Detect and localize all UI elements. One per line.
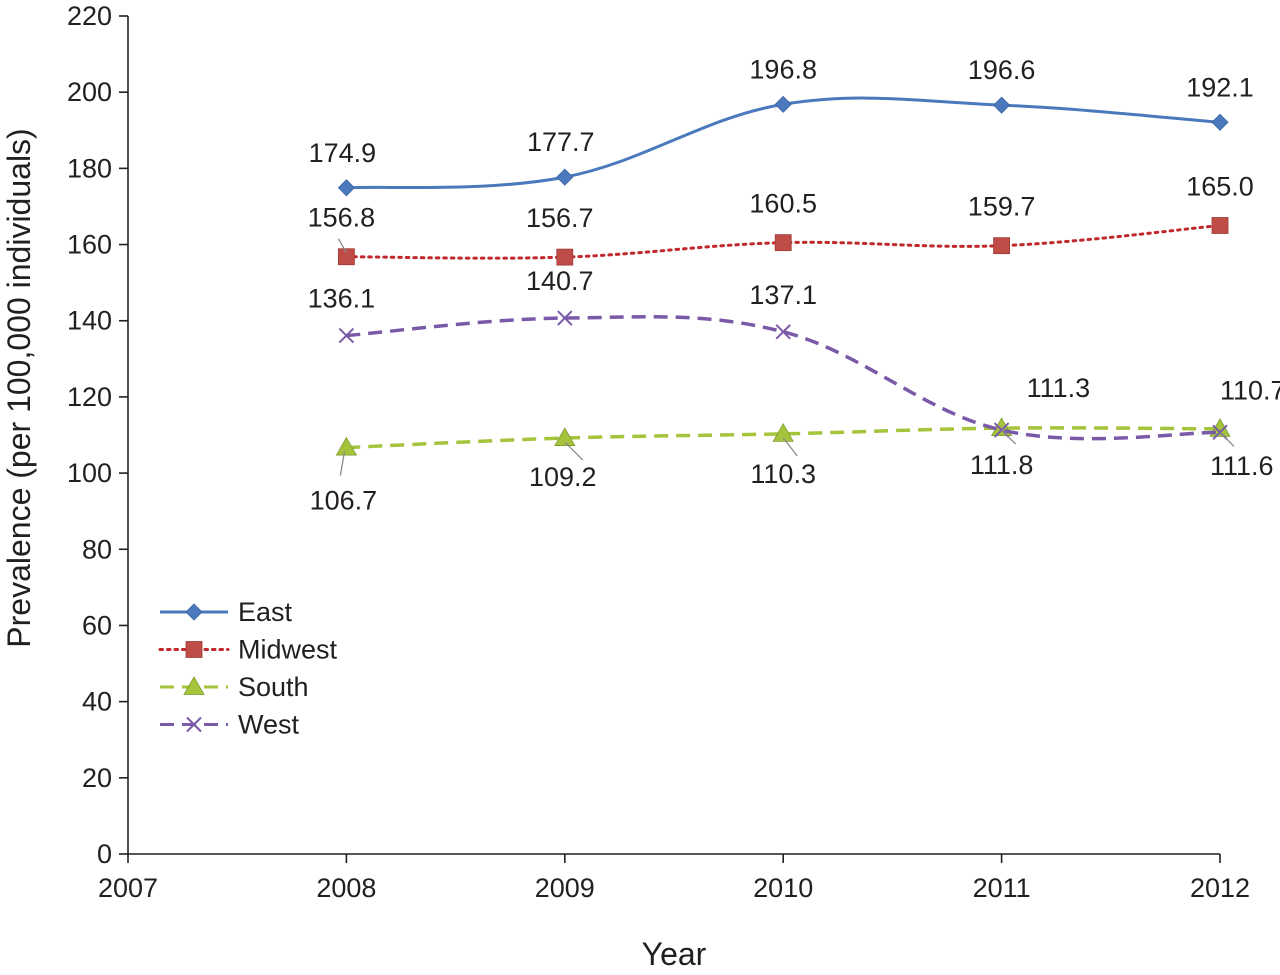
data-point-south	[772, 423, 794, 442]
data-label-midwest: 159.7	[968, 192, 1036, 222]
data-label-midwest: 156.8	[308, 203, 376, 233]
data-labels-group: 174.9 177.7 196.8 196.6 192.1 156.8 156.7 160.5…	[308, 54, 1280, 515]
x-tick-label: 2012	[1190, 873, 1250, 903]
data-label-south: 106.7	[310, 486, 378, 516]
x-tick-label: 2008	[316, 873, 376, 903]
data-label-west: 136.1	[308, 284, 376, 314]
legend-item-east: East	[160, 597, 293, 627]
marker-x-stroke	[775, 324, 791, 340]
data-point-west	[775, 324, 791, 340]
data-point-midwest	[993, 237, 1010, 255]
y-tick-label: 60	[82, 610, 112, 640]
y-tick-label: 200	[67, 77, 112, 107]
series-line-south	[346, 426, 1221, 450]
series-south	[335, 417, 1231, 456]
legend-item-south: South	[160, 672, 309, 702]
legend-item-midwest: Midwest	[158, 635, 338, 665]
leader-line	[564, 441, 584, 461]
series-group	[335, 95, 1231, 456]
legend-marker	[185, 641, 203, 658]
axes-group: 0 20 40 60 80 100 120 140 160 180 200 220 2007 2008 20…	[67, 1, 1250, 903]
data-label-east: 196.6	[968, 55, 1036, 85]
legend-marker	[186, 716, 202, 733]
data-label-midwest: 156.7	[526, 203, 594, 233]
leader-line	[337, 238, 347, 254]
y-tick-label: 140	[67, 306, 112, 336]
legend-label: South	[238, 672, 309, 702]
leader-line	[782, 437, 798, 457]
marker-x-stroke	[557, 310, 573, 326]
y-tick-label: 40	[82, 687, 112, 717]
legend-label: West	[238, 710, 300, 740]
data-label-east: 196.8	[749, 54, 817, 84]
y-axis-title: Prevalence (per 100,000 individuals)	[1, 128, 37, 647]
legend-label: Midwest	[238, 635, 338, 665]
data-label-east: 192.1	[1186, 72, 1254, 102]
data-label-south: 109.2	[529, 462, 597, 492]
series-line-west	[346, 315, 1221, 441]
x-tick-label: 2010	[753, 873, 813, 903]
x-tick-label: 2011	[973, 873, 1031, 903]
data-point-south	[335, 436, 358, 456]
legend: East Midwest South West	[158, 597, 338, 740]
data-point-midwest	[1211, 217, 1229, 234]
y-tick-label: 160	[67, 230, 112, 260]
data-point-west	[338, 327, 355, 344]
series-midwest	[337, 217, 1229, 266]
series-east	[337, 95, 1229, 197]
data-point-east	[774, 95, 792, 113]
leader-line	[1001, 429, 1017, 445]
y-tick-label: 120	[67, 382, 112, 412]
data-label-west: 111.3	[1027, 373, 1091, 403]
data-point-south	[554, 427, 576, 446]
legend-item-west: West	[160, 710, 300, 740]
y-tick-label: 100	[67, 458, 112, 488]
leader-lines-group	[337, 238, 1235, 476]
data-point-midwest	[337, 248, 355, 266]
data-label-midwest: 165.0	[1186, 172, 1254, 202]
data-label-south: 111.8	[970, 450, 1034, 480]
leader-line	[1219, 431, 1235, 447]
y-tick-label: 180	[67, 153, 112, 183]
data-point-midwest	[556, 248, 574, 266]
series-west	[338, 310, 1228, 441]
y-tick-label: 80	[82, 534, 112, 564]
data-label-east: 177.7	[527, 127, 595, 157]
y-tick-label: 20	[82, 763, 112, 793]
data-point-east	[556, 168, 574, 186]
y-tick-label: 0	[97, 839, 112, 869]
data-label-west: 110.7	[1220, 375, 1280, 405]
data-label-south: 110.3	[750, 459, 816, 489]
data-point-east	[993, 96, 1011, 114]
leader-line	[339, 451, 346, 476]
data-label-midwest: 160.5	[749, 189, 817, 219]
data-point-midwest	[774, 234, 792, 252]
y-tick-label: 220	[67, 1, 112, 31]
x-tick-label: 2007	[98, 873, 158, 903]
x-tick-label: 2009	[535, 873, 595, 903]
legend-marker	[185, 603, 203, 621]
data-point-east	[337, 179, 355, 197]
marker-x-stroke	[186, 716, 202, 733]
marker-x-stroke	[338, 327, 355, 344]
data-point-east	[1211, 113, 1229, 131]
data-label-south: 111.6	[1210, 451, 1274, 481]
data-label-east: 174.9	[309, 138, 377, 168]
legend-label: East	[238, 597, 293, 627]
data-point-west	[557, 310, 573, 326]
x-axis-title: Year	[642, 936, 707, 970]
data-label-west: 137.1	[749, 280, 817, 310]
legend-marker	[183, 676, 205, 695]
data-label-west: 140.7	[526, 266, 594, 296]
